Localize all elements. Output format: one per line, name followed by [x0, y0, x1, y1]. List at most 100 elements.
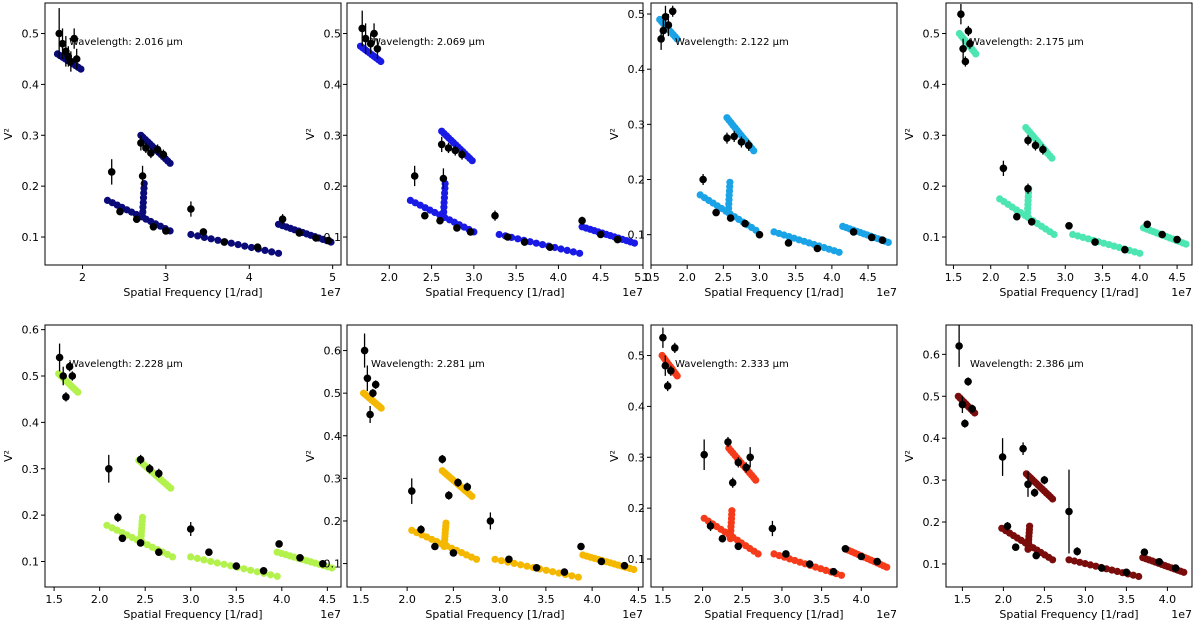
observed-point	[737, 138, 746, 146]
model-point	[140, 180, 148, 188]
model-series	[954, 392, 1188, 581]
observed-point	[68, 372, 77, 380]
chart-panel-6: 1.5 2.0 2.5 3.0 3.5 4.0 4.5 0.1 0.2 0.3 0.4 0.5 0.6 S…	[304, 324, 647, 621]
model-point	[630, 239, 639, 247]
y-axis-label: V²	[304, 450, 317, 462]
observed-point	[959, 45, 967, 53]
x-tick-label: 4.0	[583, 593, 601, 606]
model-point	[673, 35, 681, 43]
observed-point	[278, 215, 287, 223]
x-tick-label: 3.5	[507, 271, 525, 284]
chart-panel-8: 1.5 2.0 2.5 3.0 3.5 4.0 0.1 0.2 0.3 0.4 0.5 0.6 Spat…	[903, 324, 1193, 621]
x-tick-label: 3	[162, 271, 169, 284]
x-tick-label: 4.0	[1159, 593, 1177, 606]
y-tick-label: 0.4	[22, 78, 40, 91]
observed-point	[1171, 564, 1180, 572]
observed-point	[730, 132, 738, 141]
observed-point	[319, 560, 327, 568]
x-tick-label: 3.0	[491, 593, 509, 606]
model-point	[207, 557, 215, 566]
model-point	[835, 248, 843, 256]
observed-point	[668, 7, 677, 16]
x-tick-label: 4.0	[823, 271, 841, 284]
y-tick-label: 0.6	[22, 324, 40, 337]
y-tick-label: 0.5	[628, 350, 646, 363]
y-tick-label: 0.4	[324, 430, 342, 443]
wavelength-annotation: Wavelength: 2.016 μm	[69, 37, 183, 48]
observed-point	[142, 144, 150, 152]
observed-point	[373, 45, 382, 53]
observed-point	[957, 10, 965, 18]
observed-point	[659, 26, 668, 35]
x-tick-label: 3.5	[787, 271, 805, 284]
axes-frame	[346, 324, 644, 588]
observed-point	[734, 458, 743, 467]
model-point	[972, 50, 980, 58]
axes-frame	[346, 2, 644, 266]
x-tick-label: 3.5	[813, 593, 831, 606]
observed-point	[1065, 507, 1073, 516]
observed-point	[451, 146, 460, 155]
observed-point	[136, 455, 145, 464]
observed-point	[363, 374, 372, 383]
chart-panel-2: 2.0 2.5 3.0 3.5 4.0 4.5 5.0 0.1 0.2 0.3 0.4 0.5 Spat…	[304, 2, 652, 299]
observed-point	[999, 164, 1008, 173]
observed-point	[1030, 488, 1039, 497]
y-tick-label: 0.3	[22, 463, 40, 476]
model-point	[1076, 558, 1084, 566]
wavelength-annotation: Wavelength: 2.122 μm	[675, 37, 789, 48]
observed-point	[744, 141, 753, 150]
observed-point	[295, 229, 304, 237]
model-point	[1135, 572, 1143, 581]
observed-point	[439, 174, 448, 183]
model-point	[267, 571, 275, 579]
model-point	[220, 560, 228, 568]
observed-point	[718, 534, 727, 543]
observed-point	[410, 172, 419, 180]
wavelength-annotation: Wavelength: 2.175 μm	[970, 37, 1084, 48]
observed-point	[159, 150, 168, 159]
y-tick-label: 0.5	[628, 8, 646, 21]
observed-point	[408, 487, 416, 495]
y-tick-label: 0.4	[923, 78, 941, 91]
observed-point	[436, 216, 444, 225]
y-tick-label: 0.6	[923, 348, 941, 361]
observed-point	[741, 219, 749, 228]
model-point	[247, 243, 256, 252]
chart-panel-3: 1.5 2.0 2.5 3.0 3.5 4.0 4.5 0.1 0.2 0.3 0.4 0.5 Spat…	[608, 2, 898, 299]
wavelength-annotation: Wavelength: 2.228 μm	[69, 359, 183, 370]
observed-point	[444, 144, 453, 152]
model-point	[207, 235, 215, 243]
model-point	[472, 555, 481, 563]
model-point	[563, 246, 571, 254]
observed-point	[671, 344, 679, 352]
observed-point	[1173, 235, 1181, 244]
observed-point	[1019, 444, 1027, 453]
axes-frame	[650, 324, 898, 588]
y-tick-label: 0.3	[22, 129, 40, 142]
model-point	[167, 484, 175, 492]
observed-point	[520, 238, 529, 246]
observed-point	[578, 216, 586, 225]
x-tick-label: 3.0	[1077, 593, 1095, 606]
observed-point	[532, 564, 541, 572]
x-tick-label: 5.0	[634, 271, 652, 284]
y-tick-label: 0.5	[923, 28, 941, 41]
y-tick-label: 0.1	[22, 231, 40, 244]
observed-point	[138, 172, 147, 180]
observed-point	[1032, 551, 1040, 560]
wavelength-annotation: Wavelength: 2.386 μm	[970, 359, 1084, 370]
observed-point	[55, 353, 64, 362]
x-tick-label: 3.0	[751, 271, 769, 284]
observed-point	[438, 455, 447, 464]
model-point	[510, 559, 518, 568]
observed-point	[723, 134, 731, 142]
y-tick-label: 0.4	[22, 416, 40, 429]
model-point	[377, 57, 385, 66]
x-axis-multiplier: 1e7	[320, 286, 341, 299]
x-axis-multiplier: 1e7	[622, 608, 643, 621]
observed-point	[62, 393, 70, 401]
y-tick-label: 0.4	[628, 400, 646, 413]
observed-point	[155, 469, 163, 478]
observed-point	[1065, 222, 1073, 230]
